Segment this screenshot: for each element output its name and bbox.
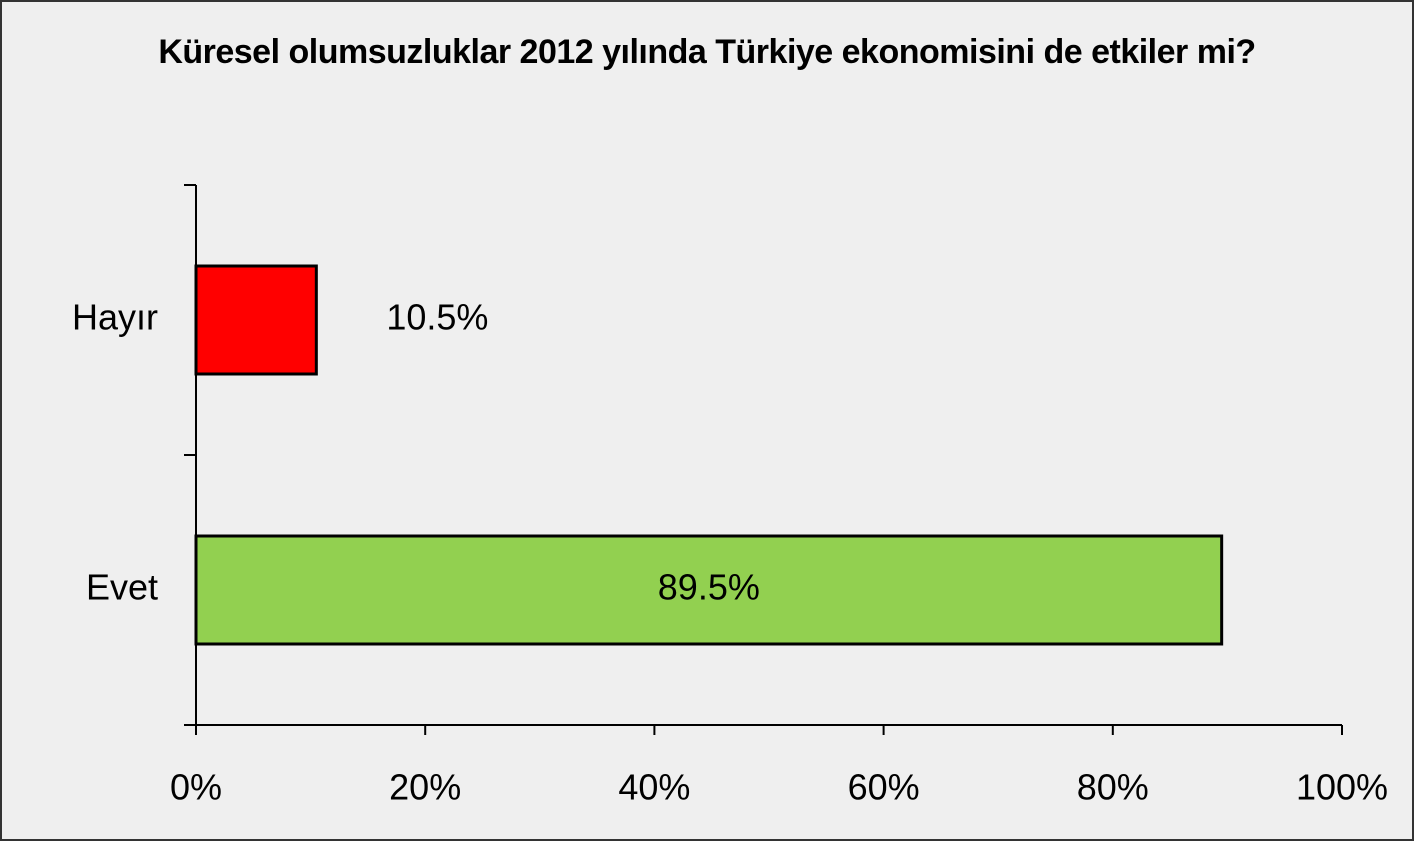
bar: [194, 534, 1224, 646]
x-tick-label: 60%: [848, 767, 920, 808]
x-tick-label: 80%: [1077, 767, 1149, 808]
bar: [194, 264, 318, 376]
x-tick-label: 0%: [170, 767, 222, 808]
value-label: 89.5%: [658, 567, 760, 608]
chart-title: Küresel olumsuzluklar 2012 yılında Türki…: [158, 33, 1256, 71]
value-label: 10.5%: [386, 297, 488, 338]
y-tick-label: Hayır: [72, 297, 158, 338]
x-tick-label: 40%: [618, 767, 690, 808]
x-tick-label: 100%: [1296, 767, 1388, 808]
y-tick-label: Evet: [86, 567, 158, 608]
x-tick-label: 20%: [389, 767, 461, 808]
